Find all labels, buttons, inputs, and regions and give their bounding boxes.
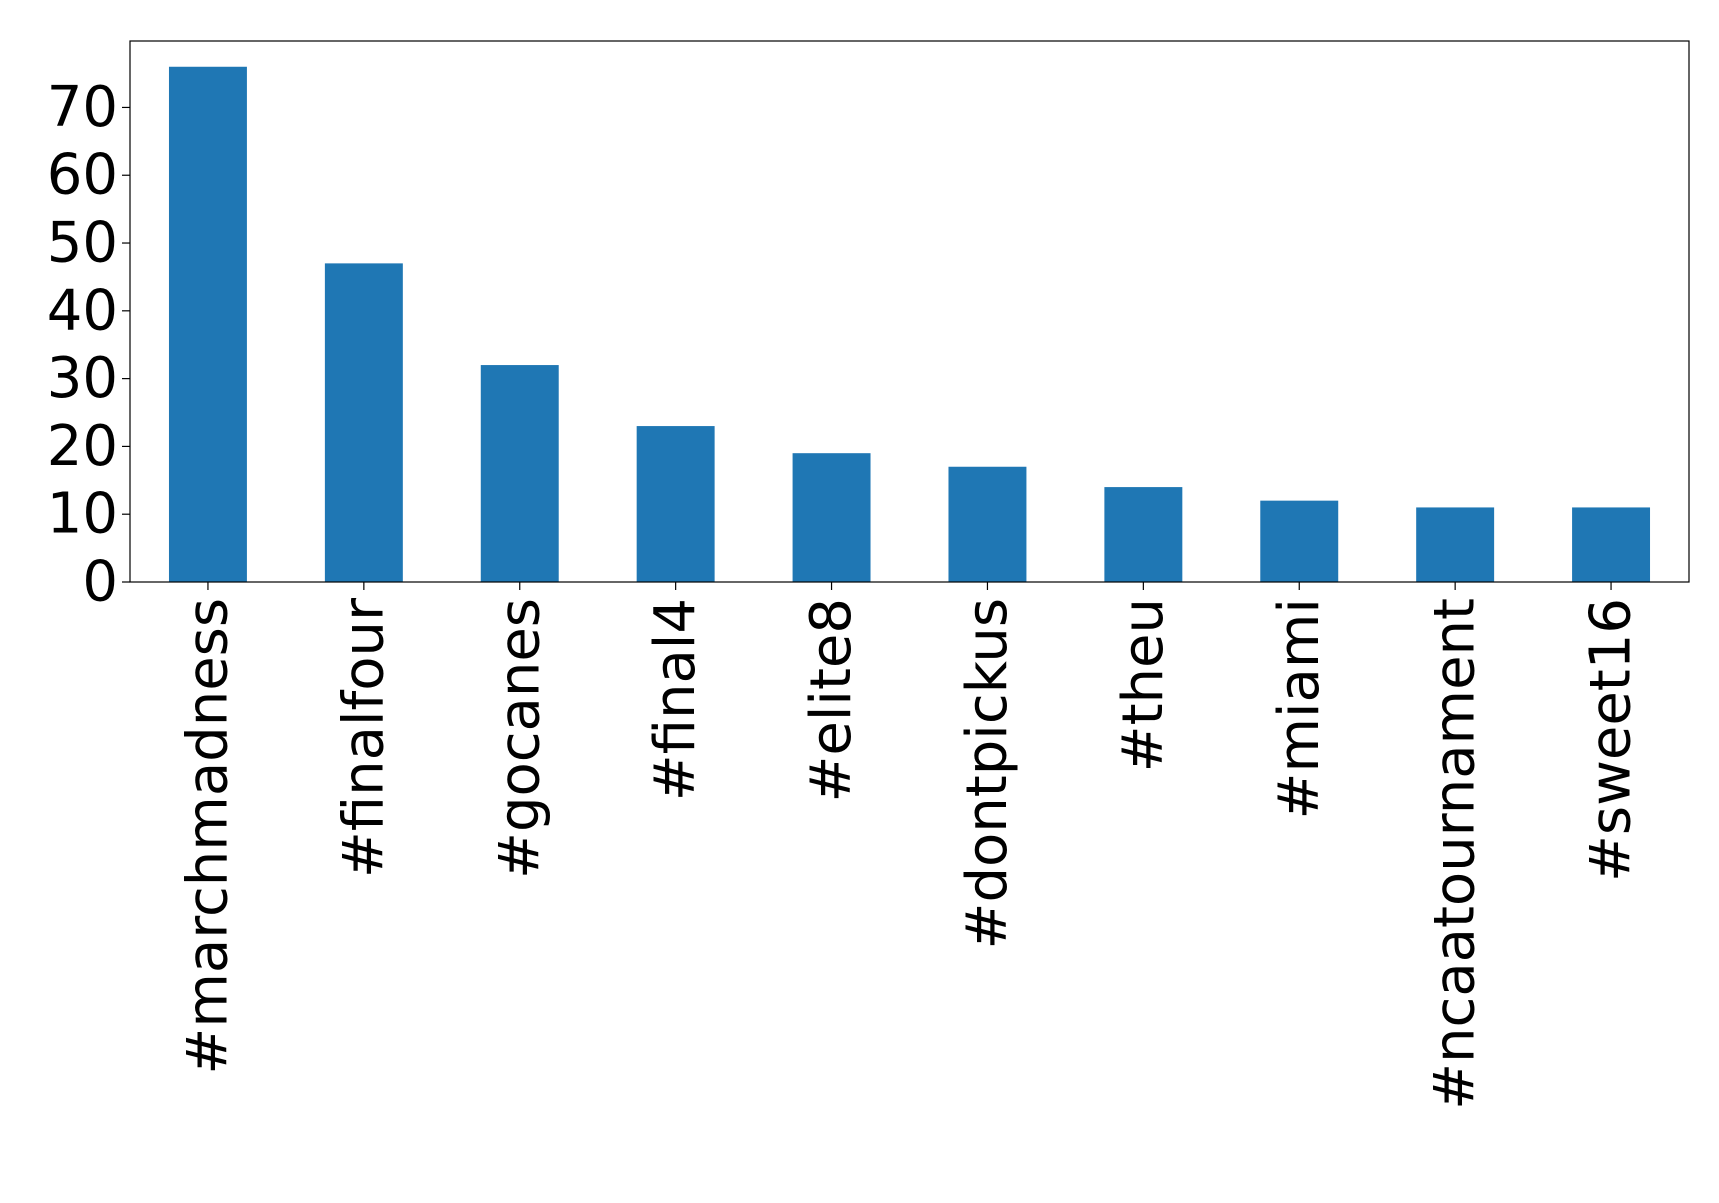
bar-2 [480, 365, 559, 582]
x-tick-label: #final4 [643, 598, 708, 801]
x-tick-label: #dontpickus [955, 598, 1020, 949]
x-tick-label: #finalfour [331, 597, 396, 878]
bar-4 [792, 453, 871, 582]
bar-0 [168, 66, 247, 582]
bar-1 [324, 263, 403, 582]
y-tick-label: 10 [47, 482, 118, 547]
bar-7 [1260, 500, 1339, 582]
x-tick-label: #theu [1111, 598, 1176, 772]
x-tick-label: #elite8 [799, 598, 864, 803]
y-tick-label: 70 [47, 75, 118, 140]
bar-3 [636, 426, 715, 582]
x-tick-label: #sweet16 [1579, 598, 1644, 882]
y-tick-label: 20 [47, 414, 118, 479]
bars-layer [168, 66, 1651, 582]
x-tick-label: #gocanes [487, 598, 552, 879]
x-tick-label: #marchmadness [175, 598, 240, 1075]
y-tick-label: 30 [47, 346, 118, 411]
x-tick-label: #miami [1267, 598, 1332, 819]
bar-9 [1572, 507, 1651, 582]
y-tick-label: 50 [47, 211, 118, 276]
bar-6 [1104, 487, 1183, 582]
plot-frame [129, 40, 1690, 583]
y-tick-label: 60 [47, 143, 118, 208]
bar-8 [1416, 507, 1495, 582]
y-tick-label: 40 [47, 278, 118, 343]
y-tick-label: 0 [82, 550, 118, 615]
bar-5 [948, 466, 1027, 582]
axes-layer [129, 40, 1690, 583]
x-tick-label: #ncaatournament [1423, 598, 1488, 1110]
